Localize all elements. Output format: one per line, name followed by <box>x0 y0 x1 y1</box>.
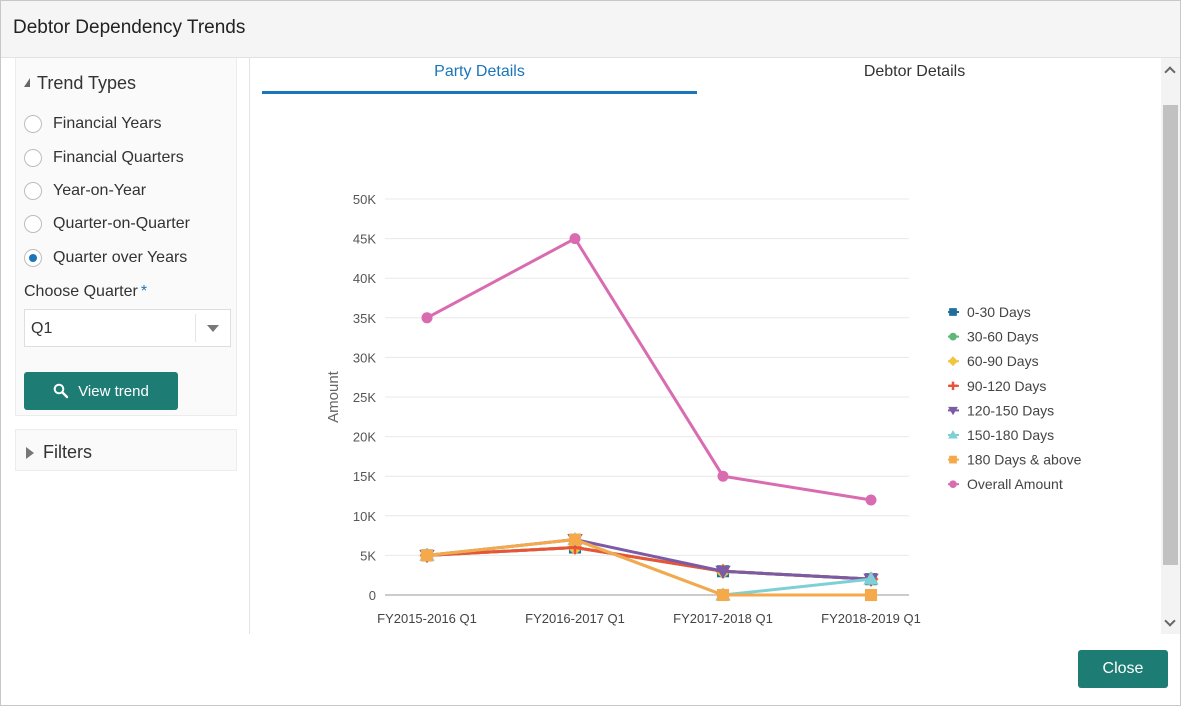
legend-label: 90-120 Days <box>967 378 1046 394</box>
data-point <box>568 533 582 546</box>
collapse-triangle-icon <box>24 78 30 87</box>
quarter-select-value: Q1 <box>31 320 53 337</box>
data-point <box>948 356 958 367</box>
radio-label: Financial Years <box>53 115 162 132</box>
data-point <box>421 312 433 324</box>
legend-label: Overall Amount <box>967 476 1063 492</box>
y-tick-label: 45K <box>353 232 376 247</box>
radio-year-on-year[interactable]: Year-on-Year <box>24 182 146 200</box>
data-point <box>948 406 958 416</box>
trend-types-header[interactable]: Trend Types <box>24 73 136 94</box>
radio-label: Financial Quarters <box>53 149 184 166</box>
chart-area: 0 5K 10K 15K 20K 25K 30K 35K 40K 45K 50K Amount FY20… <box>301 181 1131 631</box>
legend-label: 0-30 Days <box>967 304 1031 320</box>
data-point <box>949 332 957 341</box>
left-panel: Trend Types Financial Years Financial Qu… <box>15 58 237 634</box>
legend-label: 150-180 Days <box>967 427 1054 443</box>
data-point <box>948 430 958 439</box>
choose-quarter-text: Choose Quarter <box>24 283 138 300</box>
radio-quarter-on-quarter[interactable]: Quarter-on-Quarter <box>24 215 190 233</box>
y-tick-label: 40K <box>353 271 376 286</box>
tab-debtor-details[interactable]: Debtor Details <box>863 63 966 80</box>
data-point <box>717 470 729 482</box>
radio-circle[interactable] <box>24 149 42 167</box>
legend-label: 180 Days & above <box>967 452 1082 468</box>
select-divider <box>195 314 196 342</box>
radio-quarter-over-years[interactable]: Quarter over Years <box>24 249 187 267</box>
y-tick-label: 30K <box>353 350 376 365</box>
data-point <box>420 549 434 562</box>
trend-types-heading: Trend Types <box>37 73 137 93</box>
data-point <box>569 233 581 245</box>
radio-circle[interactable] <box>24 215 42 233</box>
line-chart: 0 5K 10K 15K 20K 25K 30K 35K 40K 45K 50K Amount FY20… <box>325 192 1082 626</box>
data-point <box>949 308 957 316</box>
series-line <box>426 538 871 597</box>
trend-types-section: Trend Types Financial Years Financial Qu… <box>15 58 237 416</box>
tab-party-details[interactable]: Party Details <box>262 58 697 94</box>
data-point <box>864 588 878 602</box>
y-axis-label: Amount <box>325 370 342 423</box>
filters-header[interactable]: Filters <box>26 442 92 463</box>
tab-bar: Party Details Debtor Details <box>262 58 1132 94</box>
view-trend-label: View trend <box>78 382 149 400</box>
required-marker: * <box>140 283 148 300</box>
scroll-thumb[interactable] <box>1163 105 1178 565</box>
series-line <box>426 236 872 502</box>
scroll-up-arrow-icon[interactable] <box>1164 66 1176 78</box>
x-tick-label: FY2015-2016 Q1 <box>377 611 477 626</box>
y-tick-label: 50K <box>353 192 376 207</box>
close-button[interactable]: Close <box>1078 650 1168 688</box>
data-point <box>863 571 879 585</box>
quarter-select[interactable]: Q1 <box>24 309 231 347</box>
y-tick-label: 20K <box>353 430 376 445</box>
dialog-title: Debtor Dependency Trends <box>13 17 246 38</box>
filters-heading: Filters <box>43 442 92 462</box>
legend-label: 60-90 Days <box>967 353 1039 369</box>
y-tick-label: 25K <box>353 390 376 405</box>
panel-divider <box>249 58 250 634</box>
title-bar: Debtor Dependency Trends <box>1 1 1180 58</box>
filters-section: Filters <box>15 429 237 471</box>
expand-triangle-icon <box>26 446 34 459</box>
radio-circle[interactable] <box>24 115 42 133</box>
legend-label: 30-60 Days <box>967 329 1039 345</box>
data-point <box>716 588 730 602</box>
x-tick-label: FY2018-2019 Q1 <box>821 611 921 626</box>
y-tick-label: 15K <box>353 469 376 484</box>
y-tick-label: 5K <box>360 548 376 563</box>
search-icon <box>53 383 69 399</box>
data-point <box>715 565 731 579</box>
radio-financial-years[interactable]: Financial Years <box>24 115 162 133</box>
radio-circle[interactable] <box>24 182 42 200</box>
chevron-down-icon[interactable] <box>207 325 219 332</box>
choose-quarter-label: Choose Quarter * <box>24 283 147 301</box>
y-tick-label: 0 <box>369 588 376 603</box>
scroll-down-arrow-icon[interactable] <box>1164 615 1176 627</box>
radio-label: Quarter over Years <box>53 249 188 266</box>
x-tick-label: FY2016-2017 Q1 <box>525 611 625 626</box>
vertical-scrollbar[interactable] <box>1161 58 1180 634</box>
data-point <box>949 480 957 489</box>
legend-label: 120-150 Days <box>967 402 1054 418</box>
data-point <box>948 381 958 390</box>
radio-label: Quarter-on-Quarter <box>53 215 190 232</box>
radio-financial-quarters[interactable]: Financial Quarters <box>24 149 184 167</box>
view-trend-button[interactable]: View trend <box>24 372 178 410</box>
y-tick-label: 10K <box>353 509 376 524</box>
y-tick-label: 35K <box>353 311 376 326</box>
data-point <box>949 455 957 464</box>
radio-label: Year-on-Year <box>53 182 147 199</box>
x-tick-label: FY2017-2018 Q1 <box>673 611 773 626</box>
data-point <box>865 494 877 506</box>
radio-circle-checked[interactable] <box>24 249 42 267</box>
